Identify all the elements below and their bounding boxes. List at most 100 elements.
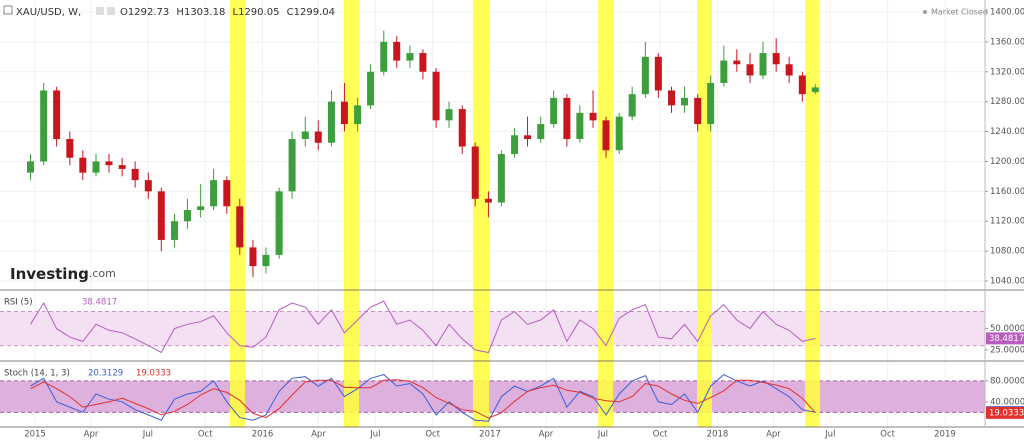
x-tick-label: 2017 [479,430,501,440]
candle-body [262,254,270,267]
status-dot [923,10,927,14]
y-tick-label: 1160.00 [990,187,1024,197]
x-tick-label: Oct [425,430,440,440]
chart-title: XAU/USD, W, [16,7,81,18]
indicator-line [30,379,816,419]
y-tick-label: 40.0000 [990,397,1024,407]
candle-body [445,109,453,121]
highlight-band [598,0,614,427]
y-tick-label: 1400.00 [990,7,1024,17]
candle-body [615,116,623,151]
candle-body [746,64,754,76]
ohlc-value: 1303.18 [184,7,225,18]
candle-body [340,101,348,125]
background-layer [0,0,988,427]
candle-body [668,90,676,106]
candle-body [26,161,34,173]
candle-body [537,124,545,140]
value-tag [986,406,1024,419]
candle-body [66,139,74,158]
watermark: Investing.com [10,265,116,283]
x-tick-label: Jul [369,430,380,440]
x-tick-label: Oct [653,430,668,440]
highlight-band [472,0,490,427]
candle-body [654,56,662,91]
candle-body [223,180,231,207]
highlight-band [697,0,713,427]
market-status: Market Closed [931,8,988,17]
candle-body [641,56,649,95]
candle-body [406,53,414,61]
candle-body [40,90,48,162]
candle-body [680,97,688,106]
ohlc-readout: O1292.73 H1303.18 L1290.05 C1299.04 [120,7,335,18]
x-tick-label: Jul [142,430,153,440]
candle-body [170,221,178,240]
ohlc-letter: L [233,7,239,18]
mark-layer [26,30,819,422]
candle-body [589,112,597,121]
candle-body [79,157,87,173]
y-tick-label: 80.0000 [990,376,1024,386]
x-tick-label: 2019 [934,430,956,440]
settings-icon[interactable] [96,7,104,15]
candle-body [367,71,375,106]
candle-body [288,139,296,192]
indicator-line [30,300,816,354]
y-tick-label: 1120.00 [990,217,1024,227]
candle-body [118,165,126,169]
candle-body [314,131,322,143]
candle-body [733,60,741,65]
x-tick-label: 2018 [707,430,729,440]
candle-body [105,161,113,166]
indicator-band [0,311,985,346]
candle-body [92,161,100,173]
ohlc-letter: H [176,7,184,18]
legend-value: 19.0333 [136,369,171,379]
panel-title: Stoch (14, 1, 3) [4,369,70,379]
candle-body [53,90,61,140]
candle-body [772,53,780,65]
ohlc-value: 1290.05 [238,7,279,18]
ohlc-value: 1299.04 [294,7,335,18]
candle-body [759,53,767,76]
x-tick-label: Oct [880,430,895,440]
y-tick-label: 1240.00 [990,127,1024,137]
y-tick-label: 1280.00 [990,97,1024,107]
candle-body [811,87,819,93]
x-tick-label: Jul [597,430,608,440]
candle-body [563,97,571,140]
candle-body [785,64,793,76]
candle-body [432,71,440,121]
legend-value: 38.4817 [82,298,117,308]
panel-title: RSI (5) [4,298,33,308]
x-tick-label: Jul [824,430,835,440]
collapse-icon[interactable] [3,5,13,15]
value-tag-label: 38.4817 [989,334,1024,344]
candle-body [393,41,401,61]
candle-body [197,206,205,211]
hide-icon[interactable] [107,7,115,15]
legend-value: 20.3129 [88,369,123,379]
candle-body [157,191,165,240]
candle-body [327,101,335,143]
x-tick-label: Apr [766,430,781,440]
x-tick-label: Apr [311,430,326,440]
value-tag-label: 19.0333 [989,408,1024,418]
x-tick-label: 2015 [24,430,46,440]
watermark-domain: .com [89,267,116,280]
candle-body [511,135,519,154]
candle-body [249,247,257,267]
highlight-band [343,0,359,427]
candle-body [576,112,584,140]
candle-body [707,82,715,125]
y-tick-label: 1080.00 [990,247,1024,257]
highlight-band [805,0,821,427]
candle-body [301,131,309,140]
candle-body [236,206,244,248]
candle-body [144,180,152,192]
x-tick-label: 2016 [252,430,274,440]
ohlc-value: 1292.73 [128,7,169,18]
